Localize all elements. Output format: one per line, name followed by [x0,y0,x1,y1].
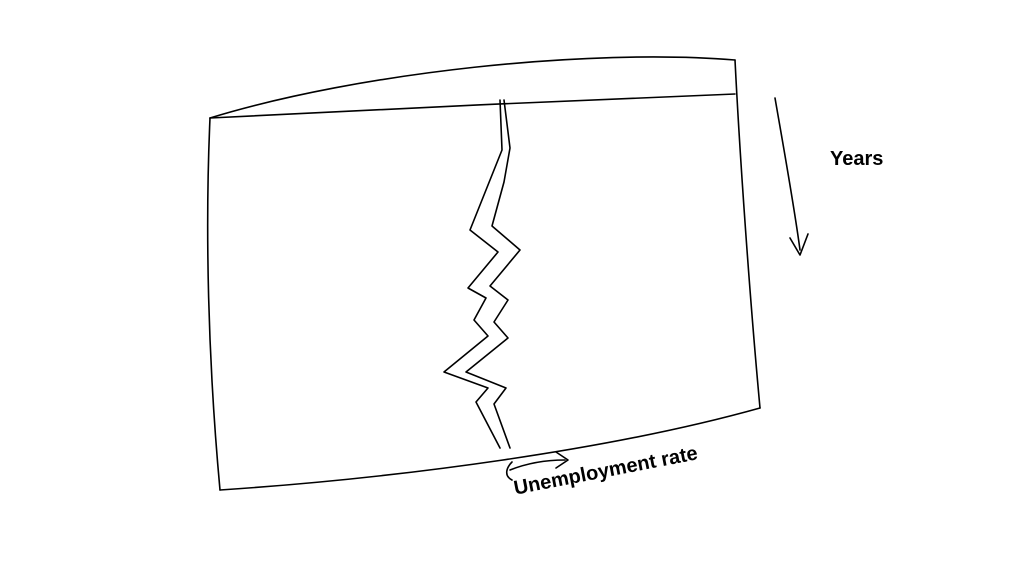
series-line [444,100,502,448]
sketch-stage: Years Unemployment rate [0,0,1024,576]
sketch-svg [0,0,1024,576]
ink-layer [208,57,808,490]
years-arrow-shaft [775,98,800,250]
frame-right-edge [735,60,760,408]
frame-top-edge [210,57,735,118]
series-line-shadow [466,100,520,448]
years-axis-label: Years [830,148,883,171]
frame-left-edge [208,118,220,490]
